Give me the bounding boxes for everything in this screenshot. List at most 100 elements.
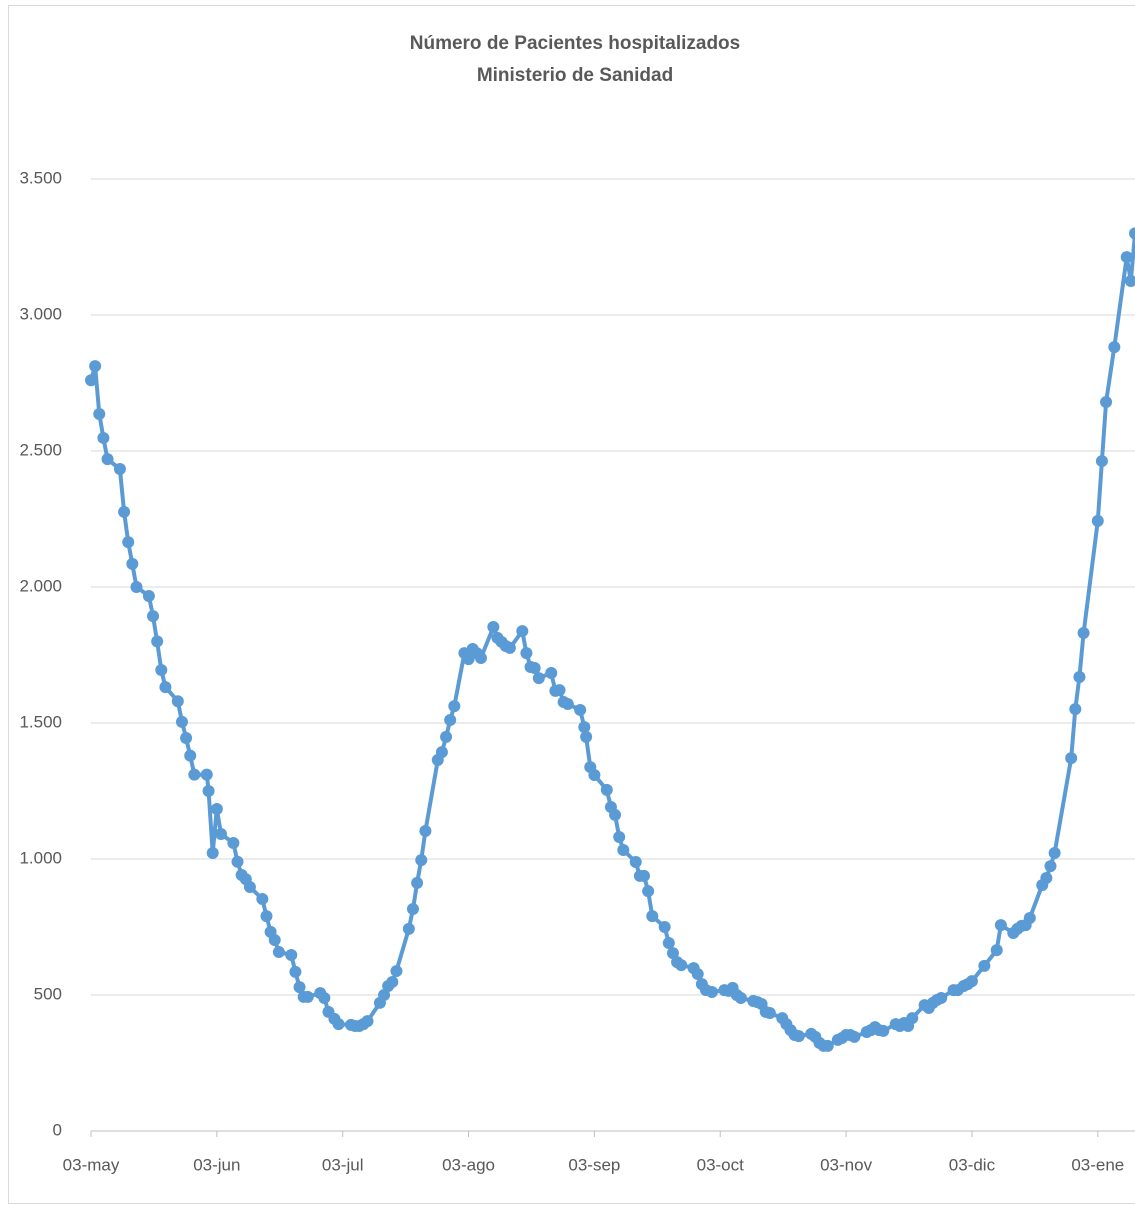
data-point [130,581,143,593]
data-point [415,854,428,867]
data-point [1048,847,1061,860]
data-point [256,892,269,905]
data-point [243,881,256,894]
data-point [332,1018,345,1031]
data-point [206,847,219,860]
x-tick-label: 03-jun [193,1155,240,1174]
x-tick-label: 03-oct [697,1155,745,1174]
data-point [93,408,106,421]
data-point [990,944,1003,957]
x-tick-label: 03-ago [442,1155,495,1174]
x-tick-label: 03-sep [568,1155,620,1174]
data-point [289,965,302,978]
data-point [268,934,281,947]
data-point [588,768,601,781]
data-point [1124,275,1135,287]
data-point [214,827,227,840]
data-point [675,959,688,972]
data-point [613,830,626,843]
x-tick-label: 03-dic [949,1155,996,1174]
data-point [180,731,193,744]
data-point [532,672,545,685]
data-point [210,802,223,815]
data-point [561,697,574,710]
data-point [293,981,306,994]
data-point [666,947,679,960]
y-tick-label: 3.500 [19,168,62,187]
data-point [658,921,671,933]
data-point [440,730,453,743]
data-point [159,681,172,694]
data-point [629,855,642,868]
data-point [435,746,448,759]
data-point [574,703,587,716]
y-tick-label: 1.000 [19,848,62,867]
data-point [462,653,475,666]
data-point [142,589,155,602]
chart-subtitle: Ministerio de Sanidad [477,65,673,86]
data-point [444,714,457,727]
data-point [578,721,591,734]
data-point [1091,514,1104,527]
data-point [301,990,314,1003]
data-point [85,374,97,387]
data-point [202,785,215,797]
data-point [691,968,704,981]
data-point [175,715,188,728]
data-point [151,635,164,648]
data-point [1073,671,1086,684]
data-point [171,695,184,708]
data-point [89,360,102,373]
data-point [487,620,500,633]
data-point [411,876,424,889]
data-point [1077,626,1090,639]
data-point [101,453,114,466]
data-point [662,937,675,950]
data-point [906,1012,919,1025]
data-point [147,610,160,623]
data-point [272,946,285,959]
data-point [1069,703,1082,716]
data-point [600,783,613,796]
data-point [935,991,948,1004]
data-point [821,1039,834,1052]
data-point [877,1024,890,1037]
data-point [386,975,399,988]
data-point [516,625,529,638]
data-point [580,730,593,743]
data-point [763,1006,776,1019]
x-tick-label: 03-ene [1071,1155,1124,1174]
data-point [1129,227,1135,240]
data-point [361,1015,374,1028]
data-point [994,919,1007,932]
y-tick-label: 3.000 [19,304,62,323]
data-point [965,975,978,988]
data-point [1044,860,1057,873]
data-point [448,700,461,713]
data-point [553,684,566,697]
x-tick-label: 03-nov [820,1155,872,1174]
data-point [528,662,541,675]
data-point [122,536,135,549]
x-tick-label: 03-jul [322,1155,364,1174]
data-point [260,910,273,923]
y-tick-label: 1.500 [19,712,62,731]
data-point [126,557,139,570]
y-tick-label: 0 [53,1120,62,1139]
data-point [1040,872,1053,885]
data-point [1023,912,1036,925]
data-point [118,505,131,518]
x-tick-label: 03-may [63,1155,120,1174]
data-point [642,885,655,898]
data-point [419,824,432,837]
data-point [1120,251,1133,264]
data-point [617,844,630,857]
data-point [231,855,244,868]
data-point [609,808,622,821]
data-point [1095,455,1108,468]
data-point [113,462,126,475]
chart-border [8,5,1135,1204]
data-point [184,749,197,762]
